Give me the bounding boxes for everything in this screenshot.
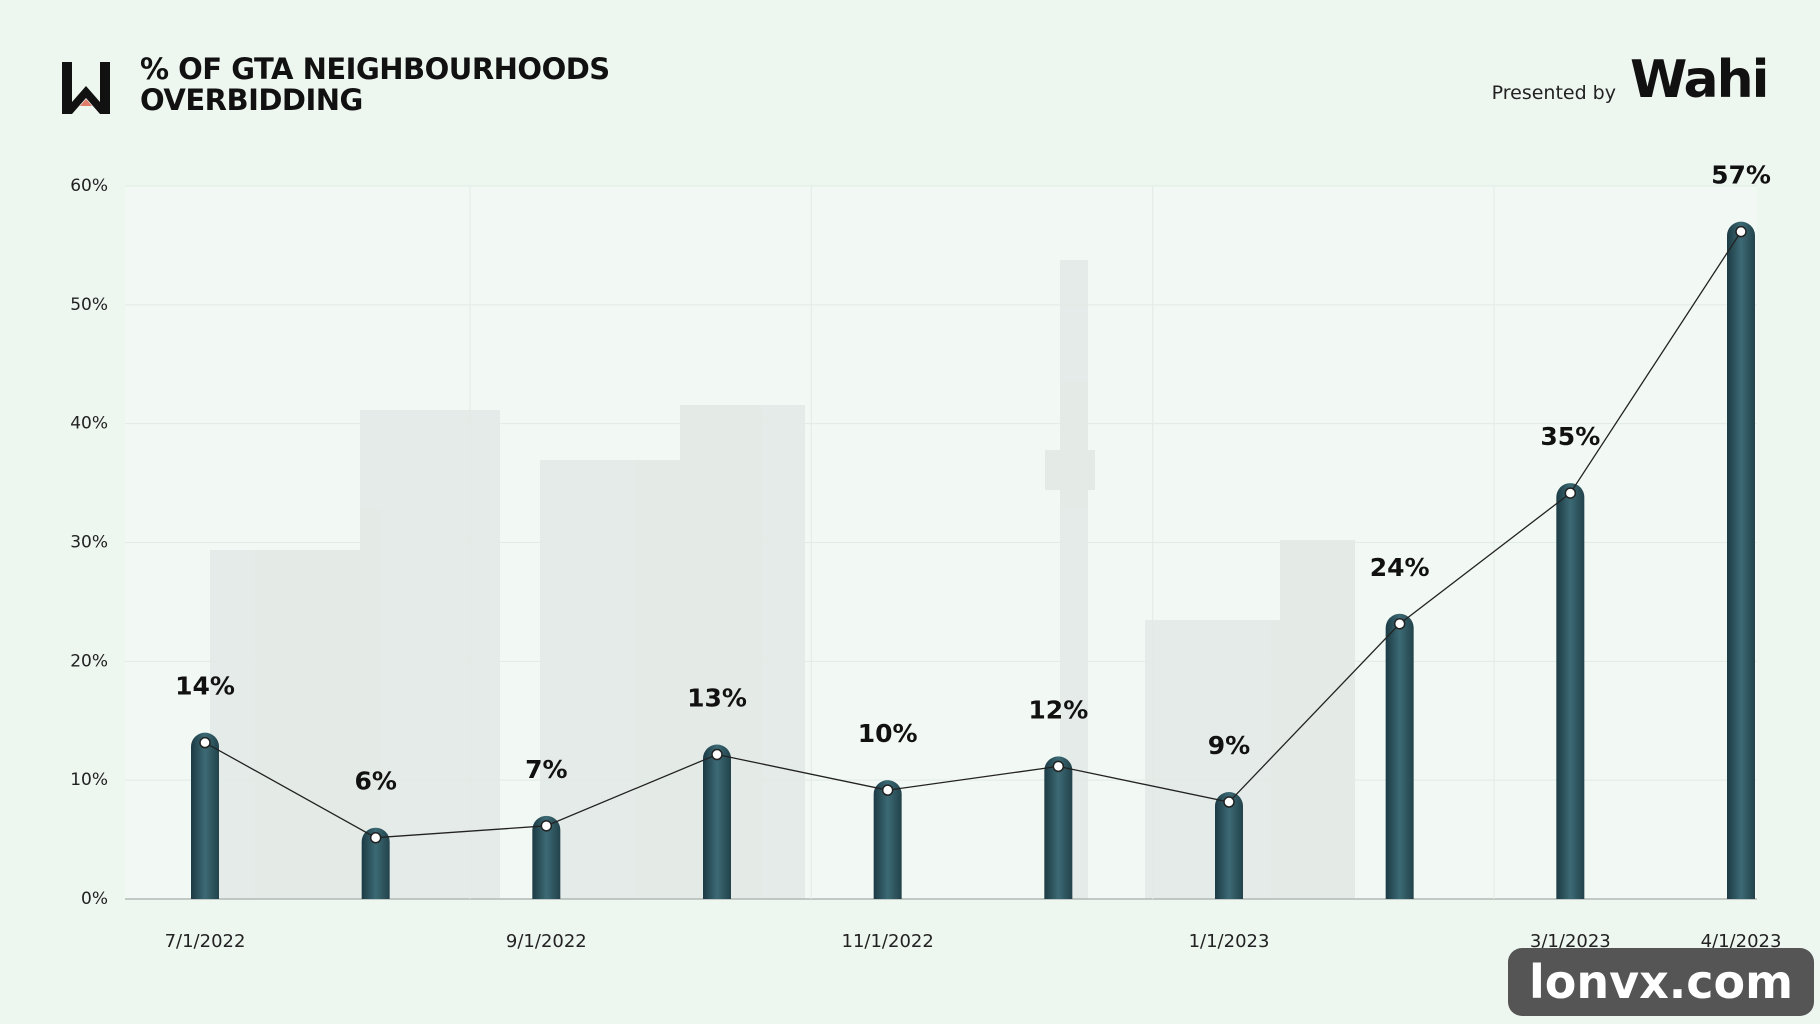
x-tick-label: 1/1/2023 <box>1189 931 1270 952</box>
point <box>199 736 211 749</box>
point <box>881 784 894 796</box>
point <box>1735 225 1747 238</box>
data-label: 6% <box>354 767 396 796</box>
x-tick-label: 4/1/2023 <box>1701 931 1782 952</box>
bar <box>532 815 561 899</box>
y-tick-label: 60% <box>70 176 108 196</box>
y-tick-label: 50% <box>70 295 108 315</box>
bar <box>1215 792 1244 899</box>
bar <box>361 827 390 899</box>
x-tick-label: 7/1/2022 <box>165 931 246 952</box>
x-tick-label: 9/1/2022 <box>506 931 587 952</box>
bar <box>191 732 219 899</box>
bar <box>873 780 902 899</box>
point <box>540 820 553 832</box>
trend-line <box>204 231 1742 839</box>
data-label: 10% <box>858 719 918 748</box>
y-tick-label: 20% <box>70 651 108 671</box>
bar <box>1556 483 1585 899</box>
data-label: 7% <box>525 755 567 784</box>
data-label: 57% <box>1711 161 1771 190</box>
presented-by: Presented by <box>1491 82 1616 104</box>
y-tick-label: 40% <box>70 414 108 434</box>
bar <box>1044 756 1073 899</box>
y-tick-label: 10% <box>70 770 108 790</box>
point <box>1393 618 1406 630</box>
chart-title: % OF GTA NEIGHBOURHOODS OVERBIDDING <box>140 52 610 117</box>
point <box>1223 796 1235 808</box>
point <box>369 831 382 844</box>
point <box>1052 760 1065 773</box>
data-label: 9% <box>1208 731 1250 760</box>
data-label: 14% <box>175 672 235 701</box>
data-label: 35% <box>1540 422 1600 451</box>
data-label: 12% <box>1028 695 1088 724</box>
logo <box>62 62 110 114</box>
watermark: lonvx.com <box>1508 948 1814 1016</box>
y-tick-label: 30% <box>70 533 108 553</box>
data-label: 24% <box>1370 553 1430 582</box>
bar <box>703 744 731 899</box>
brand: Wahi <box>1630 50 1769 110</box>
x-tick-label: 3/1/2023 <box>1530 931 1611 952</box>
data-label: 13% <box>687 684 747 713</box>
point <box>1564 487 1577 499</box>
x-tick-label: 11/1/2022 <box>842 931 934 952</box>
bar <box>1385 613 1414 899</box>
bar <box>1727 221 1755 899</box>
y-tick-label: 0% <box>81 889 108 909</box>
point <box>711 748 723 761</box>
skyline <box>210 260 1355 899</box>
